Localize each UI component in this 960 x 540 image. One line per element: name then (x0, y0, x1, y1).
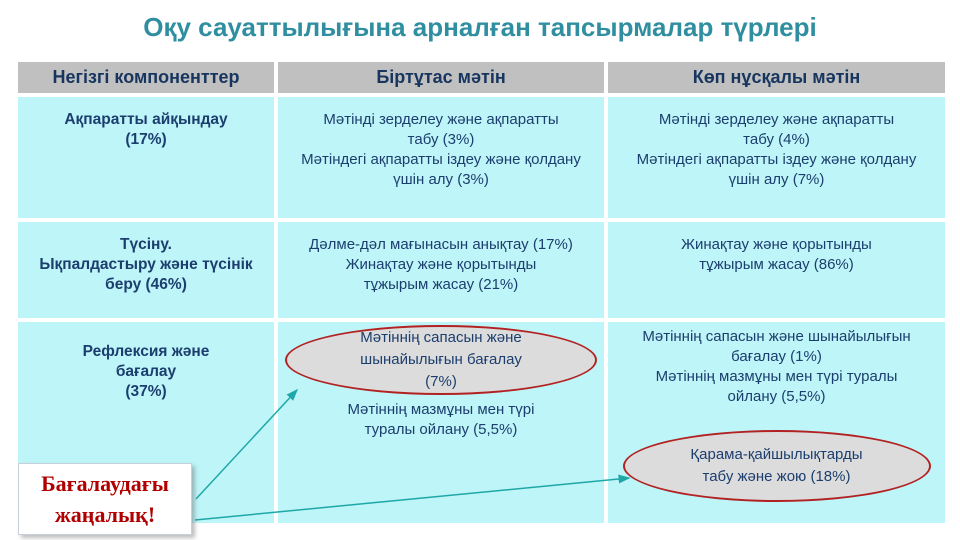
cell-component-comprehension: Түсіну. Ықпалдастыру және түсінік беру (46… (18, 222, 274, 318)
cell-single-reflection: Мәтіннің сапасын және шынайылығын бағалау… (278, 322, 604, 523)
header-cell-components: Негізгі компоненттер (18, 62, 274, 93)
header-cell-multiple-text: Көп нұсқалы мәтін (608, 62, 945, 93)
slide-title: Оқу сауаттылығына арналған тапсырмалар т… (143, 12, 817, 42)
cell-single-comprehension: Дәлме-дәл мағынасын анықтау (17%) Жинақта… (278, 222, 604, 318)
cell-multiple-reflection-text: Мәтіннің сапасын және шынайылығын бағалау… (642, 328, 911, 405)
cell-single-identify-info: Мәтінді зерделеу және ақпаратты табу (3%)… (278, 97, 604, 218)
cell-single-reflection-text: Мәтіннің мазмұны мен түрі туралы ойлану (… (347, 401, 535, 438)
oval-callout-contradictions: Қарама-қайшылықтарды табу және жою (18%) (622, 430, 931, 502)
cell-component-identify-info: Ақпаратты айқындау (17%) (18, 97, 274, 218)
cell-multiple-identify-info: Мәтінді зерделеу және ақпаратты табу (4%)… (608, 97, 945, 218)
assessment-news-callout: Бағалаудағы жаңалық! (18, 463, 192, 535)
task-types-table: Негізгі компоненттер Біртұтас мәтін Көп … (18, 62, 945, 523)
cell-multiple-comprehension: Жинақтау және қорытынды тұжырым жасау (86… (608, 222, 945, 318)
cell-multiple-reflection: Мәтіннің сапасын және шынайылығын бағалау… (608, 322, 945, 523)
header-cell-single-text: Біртұтас мәтін (278, 62, 604, 93)
oval-callout-quality-assessment: Мәтіннің сапасын және шынайылығын бағалау… (285, 325, 597, 395)
